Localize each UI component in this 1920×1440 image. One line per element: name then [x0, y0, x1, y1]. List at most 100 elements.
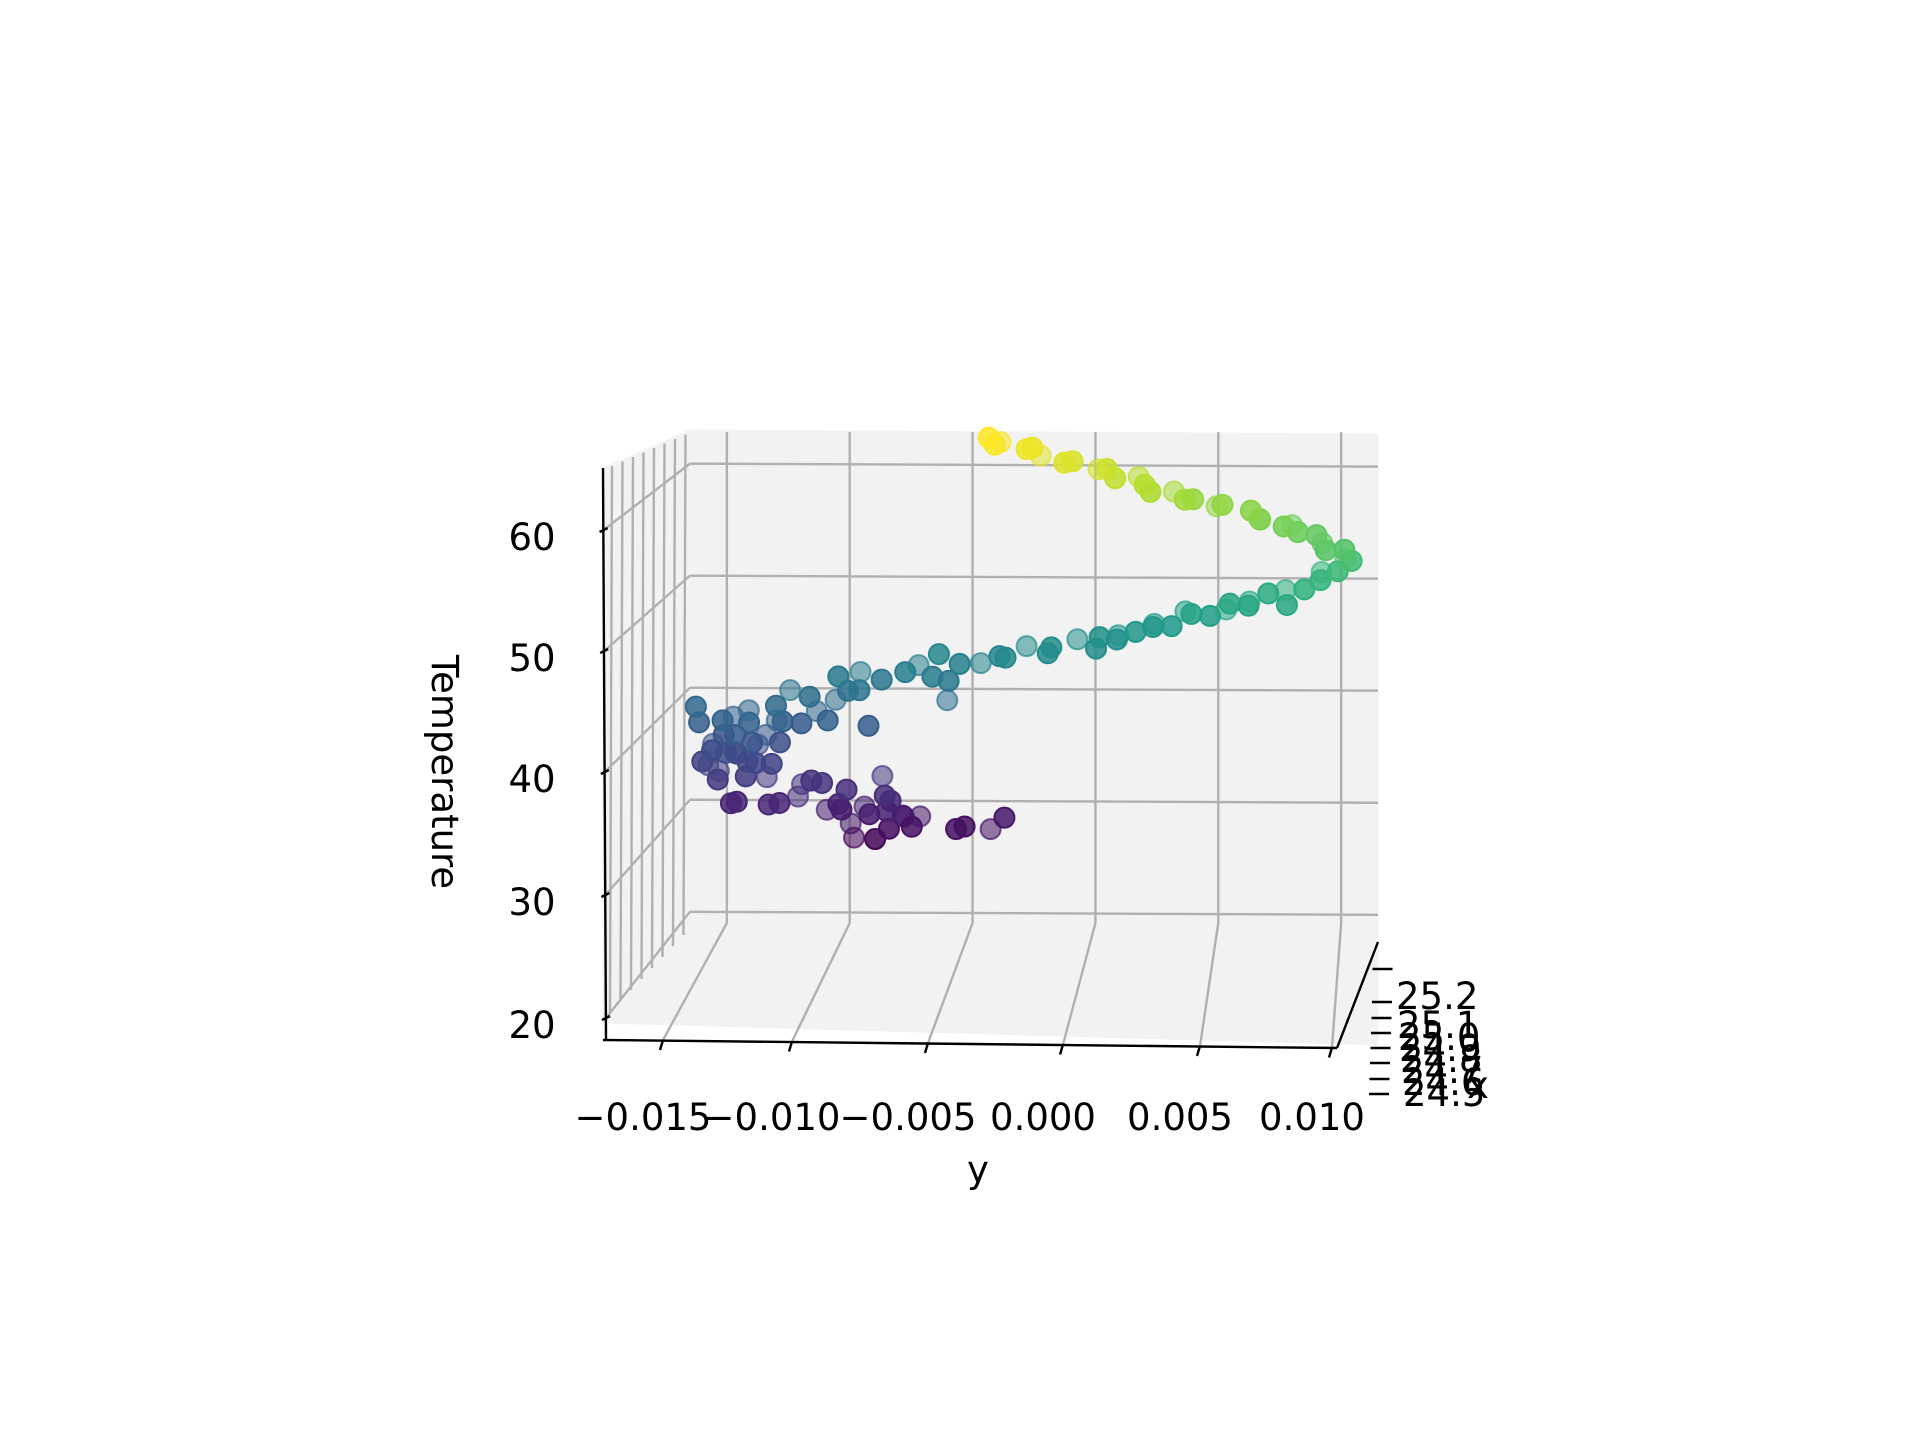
data-point — [779, 679, 802, 702]
y-tick-label: 0.000 — [990, 1096, 1096, 1139]
x-axis-line — [1335, 941, 1380, 1049]
data-point — [1127, 465, 1150, 488]
data-point — [848, 679, 871, 702]
y-axis-ticks: −0.015−0.010 −0.005 0.000 0.005 0.010 — [575, 1039, 1365, 1139]
data-point — [1162, 480, 1185, 503]
x-grid-line — [671, 438, 677, 947]
z-tick-mark — [600, 768, 610, 776]
z-axis-label: Temperature — [423, 654, 466, 889]
data-point — [719, 792, 742, 815]
data-point — [927, 643, 950, 666]
data-point — [1053, 451, 1076, 474]
y-tick-label: −0.005 — [840, 1096, 977, 1139]
z-axis-line — [601, 467, 608, 1041]
z-tick-mark — [601, 1014, 611, 1022]
floor-grid-line — [1198, 922, 1220, 1047]
data-point — [1218, 592, 1241, 615]
data-point — [870, 668, 893, 691]
data-point — [827, 665, 850, 688]
y-tick-label: 0.010 — [1259, 1096, 1365, 1139]
data-point — [873, 784, 896, 807]
data-point — [849, 661, 872, 684]
y-axis-line — [602, 1038, 1338, 1050]
data-points — [684, 426, 1363, 851]
z-tick-mark — [599, 647, 609, 655]
y-tick-mark — [1058, 1044, 1065, 1055]
data-point — [791, 773, 814, 796]
data-point — [1015, 635, 1038, 658]
x-axis-ticks: 24.524.624.724.824.925.025.125.2 — [1369, 967, 1485, 1115]
x-tick-label: 24.7 — [1401, 1049, 1483, 1092]
data-point — [798, 685, 821, 708]
data-point — [835, 778, 858, 801]
x-tick-label: 24.8 — [1400, 1038, 1482, 1081]
z-grid-line — [689, 462, 1379, 468]
floor-grid-line — [926, 922, 974, 1044]
y-tick-mark — [658, 1039, 665, 1051]
x-tick-label: 25.2 — [1396, 975, 1478, 1018]
data-point — [977, 426, 1000, 449]
x-grid-line — [682, 434, 687, 936]
data-point — [815, 798, 838, 821]
x-tick-label: 25.0 — [1398, 1016, 1480, 1059]
data-point — [701, 739, 723, 762]
data-point — [1239, 499, 1262, 522]
axis-lines — [601, 467, 1380, 1050]
floor-grid-line — [1061, 922, 1097, 1045]
data-point — [909, 805, 932, 828]
data-point — [1141, 615, 1164, 638]
z-tick-mark — [599, 526, 609, 534]
x-axis-label: x — [1467, 1064, 1489, 1107]
z-grid-line — [689, 574, 1379, 580]
data-point — [1015, 438, 1038, 461]
x-grid-line — [640, 452, 645, 980]
data-point — [790, 712, 813, 735]
data-point — [1305, 524, 1328, 547]
x-grid-line — [661, 443, 666, 958]
z-grid-line — [689, 910, 1379, 916]
data-point — [1272, 515, 1295, 538]
data-point — [1040, 636, 1063, 659]
y-axis-label: y — [967, 1148, 989, 1191]
y-tick-label: −0.010 — [704, 1096, 841, 1139]
data-point — [853, 795, 876, 818]
data-point — [737, 699, 760, 722]
data-point — [816, 709, 839, 732]
y-tick-mark — [1327, 1047, 1334, 1058]
y-tick-label: −0.015 — [575, 1096, 712, 1139]
x-grid-line — [619, 461, 624, 1002]
y-tick-label: 0.005 — [1127, 1096, 1233, 1139]
x-grid-line — [608, 465, 614, 1013]
z-tick-label: 40 — [508, 758, 555, 801]
z-tick-label: 50 — [508, 637, 555, 680]
data-point — [1066, 628, 1089, 651]
floor-pane — [601, 922, 1379, 1046]
y-tick-mark — [1195, 1045, 1202, 1057]
z-tick-mark — [600, 891, 610, 899]
x-tick-label: 24.9 — [1399, 1027, 1481, 1070]
data-point — [765, 694, 787, 717]
data-point — [953, 815, 976, 838]
data-point — [1105, 628, 1128, 651]
x-tick-label: 25.1 — [1397, 1004, 1479, 1047]
floor-grid-line — [661, 922, 728, 1041]
z-tick-label: 20 — [508, 1004, 555, 1047]
data-point — [1087, 458, 1110, 481]
y-tick-mark — [923, 1042, 930, 1054]
data-point — [1293, 578, 1316, 601]
floor-grid-line — [1330, 922, 1343, 1048]
y-tick-mark — [787, 1041, 794, 1052]
data-point — [936, 689, 959, 712]
data-point — [994, 646, 1017, 669]
data-point — [1180, 602, 1203, 625]
left-wall-grid-line — [603, 574, 691, 652]
data-point — [757, 793, 780, 816]
z-tick-label: 60 — [508, 516, 555, 559]
data-point — [1274, 579, 1297, 602]
floor-grid-line — [790, 922, 851, 1043]
data-point — [1160, 615, 1183, 638]
x-tick-label: 24.5 — [1403, 1072, 1485, 1115]
z-axis-ticks: 20 30 40 50 60 — [508, 516, 611, 1047]
